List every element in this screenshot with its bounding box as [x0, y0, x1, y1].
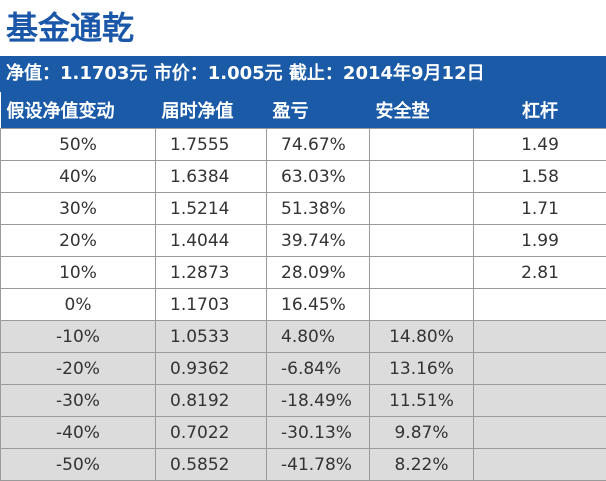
header-row: 假设净值变动 届时净值 盈亏 安全垫 杠杆 [1, 92, 606, 129]
table-row: -50%0.5852-41.78%8.22% [1, 449, 606, 481]
cell-nav-then: 1.6384 [156, 161, 267, 193]
cell-nav-then: 0.7022 [156, 417, 267, 449]
header-safety-cushion: 安全垫 [370, 92, 474, 129]
cell-pnl: 16.45% [267, 289, 370, 321]
cell-leverage: 1.58 [474, 161, 606, 193]
cell-leverage [474, 449, 606, 481]
cell-nav-then: 0.9362 [156, 353, 267, 385]
cell-nav-then: 0.8192 [156, 385, 267, 417]
cell-nav-change: -10% [1, 321, 156, 353]
table-row: -20%0.9362-6.84%13.16% [1, 353, 606, 385]
cell-safety-cushion: 13.16% [370, 353, 474, 385]
cell-nav-then: 1.4044 [156, 225, 267, 257]
header-nav-change: 假设净值变动 [1, 92, 156, 129]
cell-nav-change: 20% [1, 225, 156, 257]
header-nav-then: 届时净值 [156, 92, 267, 129]
cell-leverage [474, 321, 606, 353]
cell-nav-change: -20% [1, 353, 156, 385]
cell-leverage [474, 417, 606, 449]
cell-nav-change: 40% [1, 161, 156, 193]
cell-pnl: 28.09% [267, 257, 370, 289]
cell-safety-cushion: 8.22% [370, 449, 474, 481]
cell-nav-then: 1.7555 [156, 129, 267, 161]
cell-nav-change: -30% [1, 385, 156, 417]
cell-safety-cushion [370, 129, 474, 161]
table-row: -40%0.7022-30.13%9.87% [1, 417, 606, 449]
cell-safety-cushion [370, 257, 474, 289]
cell-leverage [474, 289, 606, 321]
cell-safety-cushion [370, 289, 474, 321]
cell-nav-then: 1.2873 [156, 257, 267, 289]
table-header: 假设净值变动 届时净值 盈亏 安全垫 杠杆 [1, 92, 606, 129]
cell-nav-change: 30% [1, 193, 156, 225]
header-pnl: 盈亏 [267, 92, 370, 129]
cell-leverage [474, 353, 606, 385]
cell-nav-then: 1.1703 [156, 289, 267, 321]
cell-pnl: 39.74% [267, 225, 370, 257]
cell-nav-then: 0.5852 [156, 449, 267, 481]
cell-leverage: 1.99 [474, 225, 606, 257]
cell-pnl: -41.78% [267, 449, 370, 481]
cell-pnl: 4.80% [267, 321, 370, 353]
cell-pnl: 63.03% [267, 161, 370, 193]
cell-leverage: 2.81 [474, 257, 606, 289]
cell-nav-then: 1.0533 [156, 321, 267, 353]
cell-pnl: 74.67% [267, 129, 370, 161]
cell-nav-change: 0% [1, 289, 156, 321]
cell-pnl: -6.84% [267, 353, 370, 385]
cell-leverage [474, 385, 606, 417]
cell-pnl: 51.38% [267, 193, 370, 225]
cell-safety-cushion [370, 161, 474, 193]
cell-safety-cushion: 11.51% [370, 385, 474, 417]
page-title: 基金通乾 [0, 0, 606, 56]
cell-nav-change: -40% [1, 417, 156, 449]
header-leverage: 杠杆 [474, 92, 606, 129]
cell-safety-cushion [370, 225, 474, 257]
cell-leverage: 1.71 [474, 193, 606, 225]
cell-safety-cushion: 9.87% [370, 417, 474, 449]
cell-nav-change: 10% [1, 257, 156, 289]
cell-nav-change: -50% [1, 449, 156, 481]
cell-pnl: -30.13% [267, 417, 370, 449]
cell-nav-change: 50% [1, 129, 156, 161]
cell-pnl: -18.49% [267, 385, 370, 417]
cell-nav-then: 1.5214 [156, 193, 267, 225]
cell-leverage: 1.49 [474, 129, 606, 161]
table-row: -30%0.8192-18.49%11.51% [1, 385, 606, 417]
cell-safety-cushion: 14.80% [370, 321, 474, 353]
fund-info-bar: 净值：1.1703元 市价：1.005元 截止：2014年9月12日 [0, 56, 606, 92]
cell-safety-cushion [370, 193, 474, 225]
